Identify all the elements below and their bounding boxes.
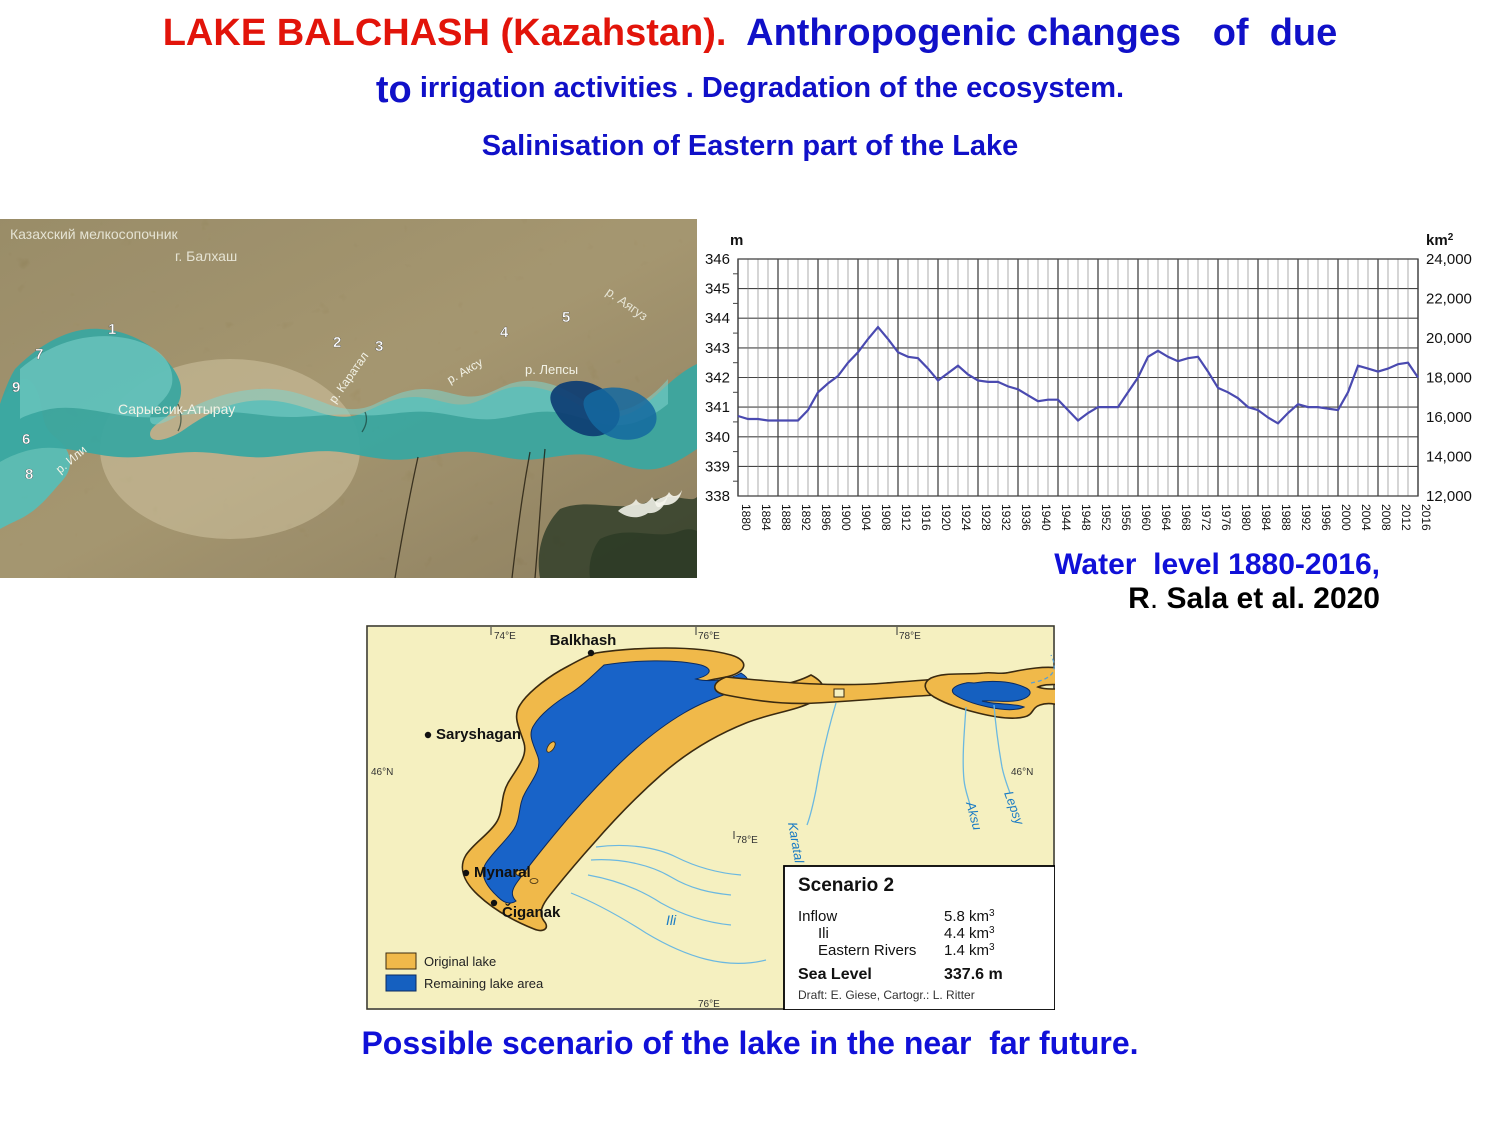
svg-text:340: 340: [705, 429, 730, 446]
svg-text:16,000: 16,000: [1426, 409, 1472, 426]
svg-text:9: 9: [12, 379, 20, 396]
svg-text:22,000: 22,000: [1426, 291, 1472, 308]
svg-text:1896: 1896: [819, 504, 833, 531]
svg-text:78°E: 78°E: [899, 631, 921, 642]
svg-text:1936: 1936: [1019, 504, 1033, 531]
svg-text:km2: km2: [1426, 232, 1454, 249]
svg-text:344: 344: [705, 310, 730, 327]
svg-text:346: 346: [705, 251, 730, 268]
svg-text:1924: 1924: [959, 504, 973, 531]
svg-text:7: 7: [35, 346, 43, 363]
svg-text:4.4 km3: 4.4 km3: [944, 925, 995, 943]
svg-text:2: 2: [333, 334, 341, 351]
svg-text:74°E: 74°E: [494, 631, 516, 642]
svg-text:Draft: E. Giese, Cartogr.: L.: Draft: E. Giese, Cartogr.: L. Ritter: [798, 988, 975, 1002]
svg-text:76°E: 76°E: [698, 999, 720, 1010]
svg-text:Сарыесик-Атырау: Сарыесик-Атырау: [118, 401, 235, 417]
svg-text:1940: 1940: [1039, 504, 1053, 531]
svg-text:6: 6: [22, 431, 30, 448]
svg-text:Казахский мелкосопочник: Казахский мелкосопочник: [10, 226, 179, 242]
svg-text:5: 5: [562, 309, 570, 326]
svg-text:1992: 1992: [1299, 504, 1313, 531]
svg-text:1928: 1928: [979, 504, 993, 531]
svg-text:1908: 1908: [879, 504, 893, 531]
svg-text:2008: 2008: [1379, 504, 1393, 531]
svg-text:24,000: 24,000: [1426, 251, 1472, 268]
svg-text:1948: 1948: [1079, 504, 1093, 531]
svg-text:Scenario 2: Scenario 2: [798, 875, 894, 896]
svg-text:78°E: 78°E: [736, 835, 758, 846]
svg-text:1880: 1880: [739, 504, 753, 531]
svg-text:1892: 1892: [799, 504, 813, 531]
svg-text:1888: 1888: [779, 504, 793, 531]
svg-text:5.8 km3: 5.8 km3: [944, 908, 995, 926]
svg-text:46°N: 46°N: [1011, 767, 1033, 778]
svg-text:341: 341: [705, 399, 730, 416]
svg-text:1976: 1976: [1219, 504, 1233, 531]
svg-text:1912: 1912: [899, 504, 913, 531]
svg-text:3: 3: [375, 338, 383, 355]
svg-text:1988: 1988: [1279, 504, 1293, 531]
svg-text:1932: 1932: [999, 504, 1013, 531]
svg-text:12,000: 12,000: [1426, 488, 1472, 505]
svg-text:338: 338: [705, 488, 730, 505]
svg-text:1952: 1952: [1099, 504, 1113, 531]
svg-text:Balkhash: Balkhash: [550, 632, 617, 649]
svg-text:2012: 2012: [1399, 504, 1413, 531]
svg-text:1920: 1920: [939, 504, 953, 531]
svg-text:1884: 1884: [759, 504, 773, 531]
svg-text:2004: 2004: [1359, 504, 1373, 531]
svg-text:Inflow: Inflow: [798, 908, 837, 925]
svg-text:1.4 km3: 1.4 km3: [944, 942, 995, 960]
svg-text:20,000: 20,000: [1426, 330, 1472, 347]
svg-text:345: 345: [705, 281, 730, 298]
svg-text:1916: 1916: [919, 504, 933, 531]
svg-text:1956: 1956: [1119, 504, 1133, 531]
svg-text:1996: 1996: [1319, 504, 1333, 531]
svg-text:г. Балхаш: г. Балхаш: [175, 248, 237, 264]
svg-text:Eastern Rivers: Eastern Rivers: [818, 942, 916, 959]
svg-text:343: 343: [705, 340, 730, 357]
svg-text:18,000: 18,000: [1426, 370, 1472, 387]
svg-text:Mynaral: Mynaral: [474, 864, 531, 881]
svg-text:Ili: Ili: [666, 912, 677, 928]
svg-text:1904: 1904: [859, 504, 873, 531]
svg-text:1900: 1900: [839, 504, 853, 531]
svg-text:Ili: Ili: [818, 925, 829, 942]
svg-text:337.6 m: 337.6 m: [944, 966, 1003, 983]
svg-text:2000: 2000: [1339, 504, 1353, 531]
svg-text:1972: 1972: [1199, 504, 1213, 531]
svg-text:342: 342: [705, 370, 730, 387]
svg-text:р. Лепсы: р. Лепсы: [525, 362, 578, 377]
svg-text:1: 1: [108, 321, 116, 338]
svg-text:Čiganak: Čiganak: [502, 903, 561, 921]
svg-text:8: 8: [25, 466, 33, 483]
svg-text:1960: 1960: [1139, 504, 1153, 531]
svg-text:1980: 1980: [1239, 504, 1253, 531]
svg-text:2016: 2016: [1419, 504, 1433, 531]
svg-text:1964: 1964: [1159, 504, 1173, 531]
svg-text:Saryshagan: Saryshagan: [436, 726, 521, 743]
svg-text:339: 339: [705, 458, 730, 475]
svg-text:1984: 1984: [1259, 504, 1273, 531]
svg-text:1968: 1968: [1179, 504, 1193, 531]
svg-text:76°E: 76°E: [698, 631, 720, 642]
svg-text:4: 4: [500, 324, 509, 341]
svg-text:Remaining lake area: Remaining lake area: [424, 976, 544, 991]
svg-text:14,000: 14,000: [1426, 449, 1472, 466]
svg-text:Original lake: Original lake: [424, 954, 496, 969]
svg-text:46°N: 46°N: [371, 767, 393, 778]
svg-text:m: m: [730, 232, 743, 249]
svg-text:Sea Level: Sea Level: [798, 966, 872, 983]
svg-text:1944: 1944: [1059, 504, 1073, 531]
